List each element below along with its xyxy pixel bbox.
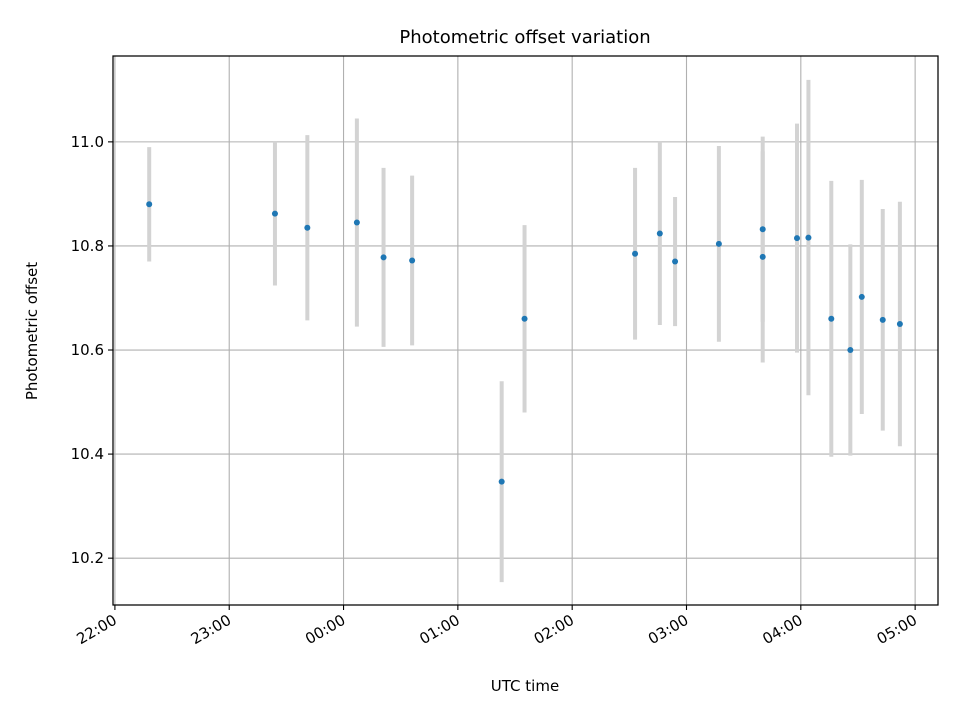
data-point: [672, 258, 679, 265]
y-axis-ticks: 10.2 10.4 10.6 10.8 11.0: [71, 133, 113, 567]
data-point: [498, 478, 505, 485]
y-tick-label: 10.2: [71, 549, 104, 567]
y-tick-label: 10.6: [71, 341, 104, 359]
data-point: [521, 315, 528, 322]
data-point: [656, 230, 663, 237]
data-point: [271, 210, 278, 217]
data-point: [828, 315, 835, 322]
data-point: [632, 250, 639, 257]
data-point: [847, 347, 854, 354]
data-point: [879, 316, 886, 323]
data-point: [304, 224, 311, 231]
data-points: [146, 201, 903, 485]
data-point: [353, 219, 360, 226]
data-point: [715, 240, 722, 247]
x-axis-label: UTC time: [491, 677, 559, 695]
data-point: [759, 226, 766, 233]
chart-title: Photometric offset variation: [399, 27, 650, 48]
y-tick-label: 10.8: [71, 237, 104, 255]
y-axis-label: Photometric offset: [23, 262, 41, 400]
data-point: [409, 257, 416, 264]
plot-frame: [112, 55, 939, 606]
y-tick-label: 10.4: [71, 445, 104, 463]
data-point: [380, 254, 387, 261]
data-point: [759, 253, 766, 260]
data-point: [896, 320, 903, 327]
data-point: [794, 235, 801, 242]
data-point: [146, 201, 153, 208]
data-point: [805, 234, 812, 241]
data-point: [858, 293, 865, 300]
y-tick-label: 11.0: [71, 133, 104, 151]
